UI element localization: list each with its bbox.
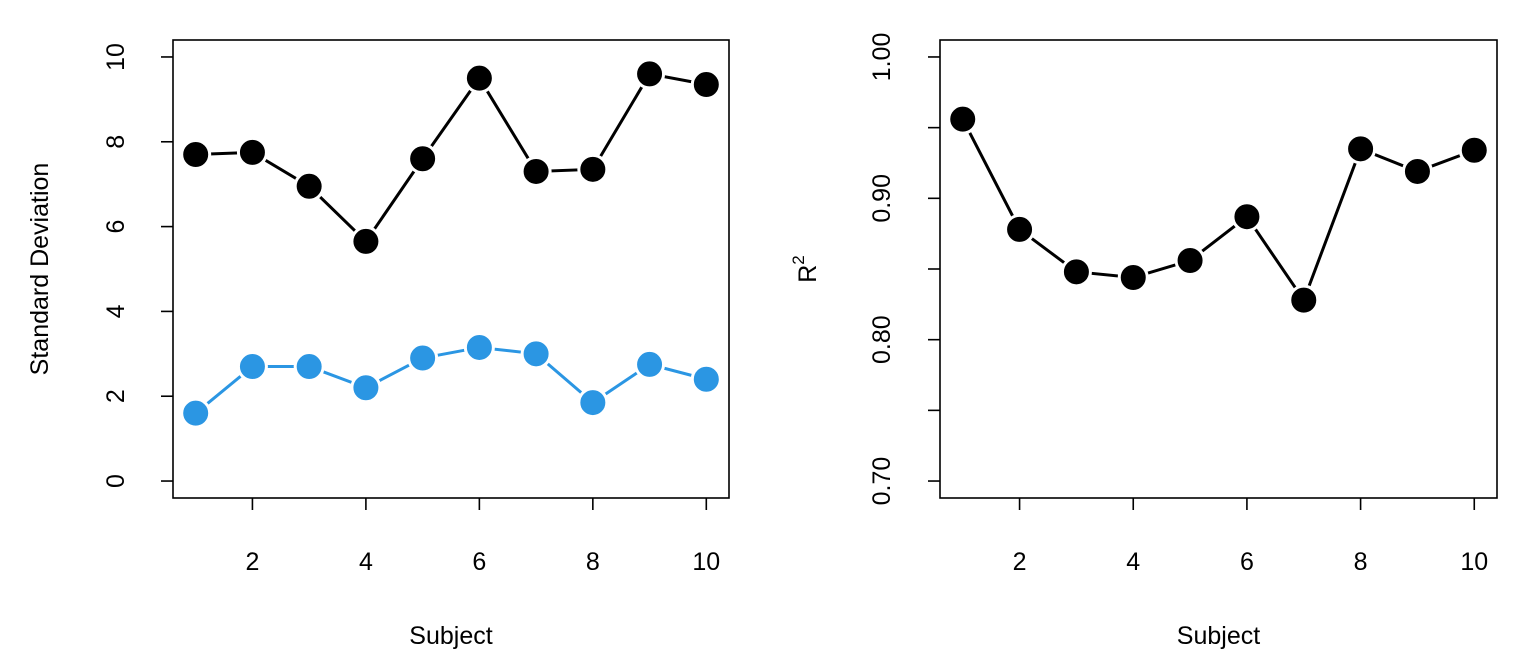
x-tick-label: 10 (1460, 548, 1488, 576)
x-axis-title: Subject (1177, 622, 1260, 650)
y-tick-label: 4 (102, 304, 130, 318)
data-point (350, 372, 382, 404)
y-axis-title-text: R (794, 265, 822, 283)
series-line (194, 345, 707, 415)
data-point (1231, 201, 1263, 233)
series-line (195, 72, 707, 244)
data-point (634, 348, 666, 380)
y-tick-label: 0 (102, 474, 130, 488)
x-tick-label: 6 (472, 548, 486, 576)
data-point (1117, 261, 1149, 293)
y-tick-label: 2 (102, 389, 130, 403)
data-point (947, 103, 979, 135)
data-point (293, 351, 325, 383)
y-axis-title-superscript: 2 (789, 255, 808, 264)
data-point (180, 139, 212, 170)
data-point (293, 170, 325, 202)
y-axis-title: Standard Deviation (26, 163, 54, 376)
x-tick-label: 8 (1354, 548, 1368, 576)
data-point (1174, 245, 1206, 277)
data-point (463, 62, 495, 94)
y-tick-label: 0.90 (868, 174, 896, 223)
data-point (1004, 213, 1036, 245)
data-point (690, 69, 722, 101)
x-tick-label: 4 (359, 548, 373, 576)
data-point (634, 58, 666, 90)
data-point (1288, 284, 1320, 316)
y-tick-label: 8 (102, 135, 130, 149)
data-point (690, 363, 722, 395)
x-tick-label: 10 (692, 548, 720, 576)
plot-frame (172, 39, 730, 499)
y-tick-label: 0.80 (868, 315, 896, 364)
data-point (180, 397, 212, 429)
data-point (1345, 133, 1377, 165)
data-point (520, 338, 552, 370)
x-tick-label: 8 (586, 548, 600, 576)
data-point (577, 387, 609, 419)
data-point (577, 153, 609, 185)
y-tick-label: 6 (102, 220, 130, 234)
data-point (1401, 155, 1433, 187)
data-point (350, 225, 382, 257)
x-tick-label: 2 (1013, 548, 1027, 576)
data-point (236, 136, 268, 168)
y-axis-title: R2 (789, 255, 822, 283)
plot-frame (939, 39, 1498, 499)
data-point (407, 143, 439, 175)
y-tick-label: 10 (102, 43, 130, 71)
data-point (407, 342, 439, 374)
y-axis-title-text: Standard Deviation (26, 163, 54, 376)
data-point (520, 155, 552, 187)
x-tick-label: 4 (1126, 548, 1140, 576)
data-point (1060, 256, 1092, 288)
data-point (1458, 134, 1490, 166)
data-point (463, 331, 495, 363)
y-tick-label: 1.00 (868, 33, 896, 82)
series-line (961, 118, 1475, 304)
data-point (236, 351, 268, 383)
x-tick-label: 2 (245, 548, 259, 576)
y-tick-label: 0.70 (868, 457, 896, 506)
x-tick-label: 6 (1240, 548, 1254, 576)
x-axis-title: Subject (409, 622, 492, 650)
panel-standard-deviation: 2 4 6 8 10 0 2 4 6 8 10 Subject Standard Deviation (26, 39, 730, 650)
